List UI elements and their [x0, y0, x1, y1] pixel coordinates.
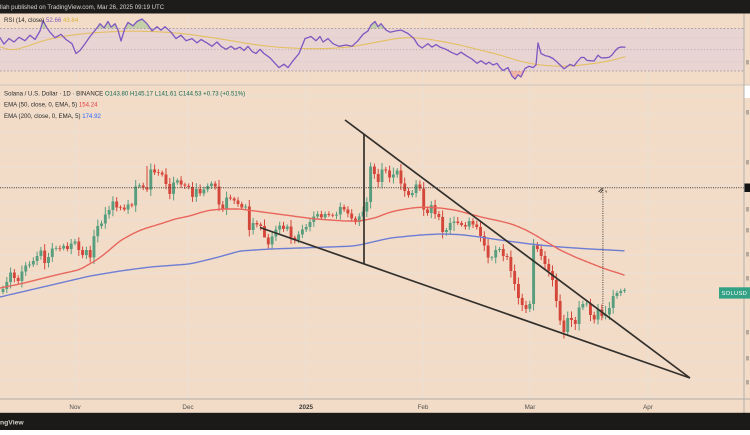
svg-text:2025: 2025	[299, 404, 314, 411]
svg-text:SOLUSD: SOLUSD	[722, 291, 748, 297]
svg-text:EMA (50, close, 0, EMA, 5) 154: EMA (50, close, 0, EMA, 5) 154.24	[4, 102, 98, 109]
svg-text:Dec: Dec	[182, 404, 193, 411]
svg-text:EMA (200, close, 0, EMA, 5) 17: EMA (200, close, 0, EMA, 5) 174.92	[4, 113, 101, 120]
svg-text:Nov: Nov	[69, 404, 81, 411]
svg-text:Feb: Feb	[418, 404, 429, 411]
svg-text:RSI (14, close) 52.66 43.84: RSI (14, close) 52.66 43.84	[4, 17, 79, 24]
svg-text:ngView: ngView	[0, 420, 24, 427]
svg-text:Solana / U.S. Dollar · 1D · BI: Solana / U.S. Dollar · 1D · BINANCE O143…	[4, 90, 245, 97]
svg-text:Mar: Mar	[525, 404, 536, 411]
svg-text:llah published on TradingView.: llah published on TradingView.com, Mar 2…	[0, 4, 165, 11]
svg-text:Apr: Apr	[643, 404, 653, 411]
